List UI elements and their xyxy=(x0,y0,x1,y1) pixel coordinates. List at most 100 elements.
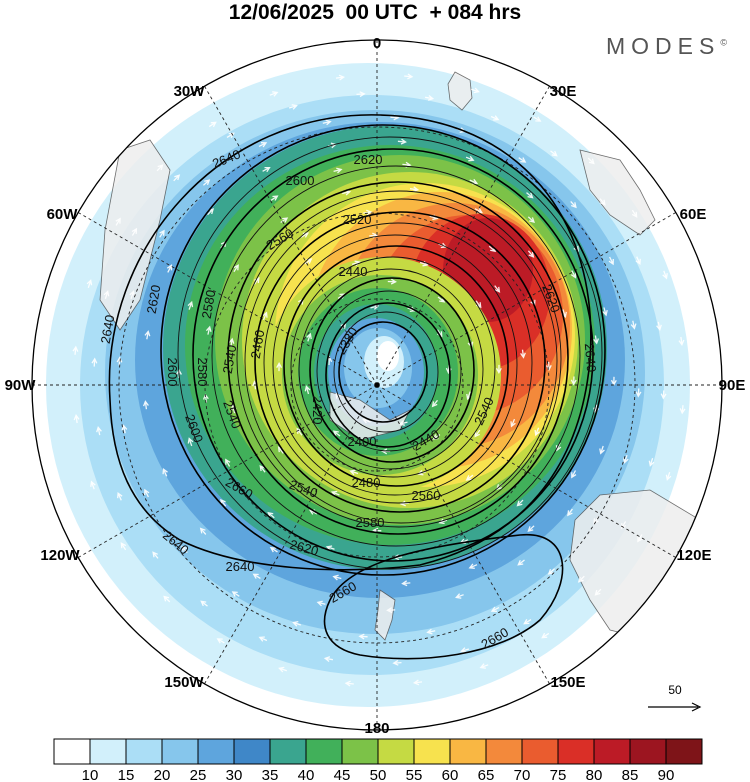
wind-arrow xyxy=(567,508,573,517)
contour-label: 2620 xyxy=(144,284,164,315)
wind-arrow xyxy=(479,663,489,669)
wind-arrow xyxy=(152,551,159,559)
wind-arrow xyxy=(399,500,409,507)
wind-arrow xyxy=(159,229,165,238)
wind-arrow xyxy=(116,356,123,366)
lon-label-30w: 30W xyxy=(174,83,206,100)
wind-arrow xyxy=(424,94,435,101)
wind-arrow xyxy=(330,490,340,497)
contour-label: 2560 xyxy=(412,488,441,503)
wind-arrow xyxy=(156,164,164,172)
pole-marker xyxy=(374,382,380,388)
wind-arrow xyxy=(520,349,526,359)
wind-arrow xyxy=(332,430,341,437)
contour-label: 2580 xyxy=(356,515,385,530)
wind-arrow xyxy=(115,217,121,226)
colorbar: 10 15 20 25 30 35 40 45 50 55 60 65 70 75 80 85 90 xyxy=(53,738,703,782)
wind-arrow xyxy=(490,606,500,612)
wind-arrow xyxy=(233,264,239,273)
wind-arrow xyxy=(460,647,470,653)
wind-arrow xyxy=(363,209,373,216)
contour-label: 2580 xyxy=(199,289,219,320)
map-title: 12/06/2025 00 UTC + 084 hrs xyxy=(228,1,522,24)
colorbar-tick-label: 45 xyxy=(334,767,351,782)
wind-arrow xyxy=(392,659,402,666)
wind-arrow xyxy=(468,563,478,569)
contour-label: 2580 xyxy=(195,358,210,387)
wind-arrow xyxy=(631,209,638,218)
wind-arrow xyxy=(593,516,599,525)
wind-arrow xyxy=(252,573,261,579)
contour-ring xyxy=(177,136,603,570)
contour-ring xyxy=(236,190,562,528)
contour-label: 2640 xyxy=(98,314,118,345)
wind-arrow xyxy=(117,491,123,501)
colorbar-tick-label: 25 xyxy=(190,767,207,782)
colorbar-tick-label: 35 xyxy=(262,767,279,782)
contour-ring xyxy=(244,198,558,524)
wind-arrow xyxy=(648,458,655,467)
wind-arrow xyxy=(517,559,525,566)
wind-arrow xyxy=(570,200,577,209)
wind-arrow xyxy=(258,142,268,148)
wind-arrow xyxy=(262,166,271,173)
wind-arrow xyxy=(349,469,359,476)
colorbar-swatch xyxy=(161,738,199,765)
colorbar-swatch xyxy=(449,738,487,765)
colorbar-tick-label: 15 xyxy=(118,767,135,782)
wind-arrow xyxy=(344,680,354,687)
longitude-labels: 0 30E 60E 90E 120E 150E 180 150W 120W 90… xyxy=(5,35,746,737)
wind-arrow xyxy=(225,458,231,467)
wind-arrow xyxy=(662,270,668,280)
reference-vector: 50 xyxy=(648,683,702,712)
wind-arrow xyxy=(465,474,474,481)
wind-arrow xyxy=(121,424,128,434)
latitude-circle xyxy=(204,212,550,558)
wind-arrow xyxy=(73,413,80,424)
wind-arrow xyxy=(228,337,235,347)
colorbar-swatch xyxy=(125,738,163,765)
wind-arrow xyxy=(187,437,194,447)
wind-arrow xyxy=(187,300,194,310)
lon-label-180: 180 xyxy=(364,720,389,737)
wind-arrow xyxy=(258,636,268,642)
lon-label-150w: 150W xyxy=(164,674,204,691)
lon-label-150e: 150E xyxy=(550,674,585,691)
contour-label: 2400 xyxy=(348,434,377,449)
wind-arrow xyxy=(335,74,346,81)
lon-label-0: 0 xyxy=(373,35,381,52)
lon-label-120w: 120W xyxy=(40,547,80,564)
wind-arrow xyxy=(516,499,524,507)
wind-arrow xyxy=(267,511,275,519)
wind-arrow xyxy=(269,91,279,97)
wind-arrow xyxy=(426,628,436,635)
contour-ring xyxy=(211,165,581,547)
brand-mark: © xyxy=(720,37,727,48)
colorbar-swatch xyxy=(557,738,595,765)
wind-arrow xyxy=(397,138,407,145)
colorbar-tick-label: 10 xyxy=(82,767,99,782)
contour-2660 xyxy=(323,533,564,660)
wind-arrow xyxy=(412,679,423,686)
wind-arrow xyxy=(322,119,332,126)
contour-label: 2640 xyxy=(582,343,599,373)
landmass-south-africa xyxy=(447,71,473,111)
colorbar-tick-label: 50 xyxy=(370,767,387,782)
wind-arrow xyxy=(470,87,480,94)
contour-2560 xyxy=(227,181,569,535)
wind-arrow xyxy=(438,518,448,525)
reference-arrowhead xyxy=(691,702,702,712)
wind-arrow xyxy=(278,666,288,673)
lon-label-90e: 90E xyxy=(719,377,746,394)
colorbar-swatch xyxy=(629,738,667,765)
wind-arrow xyxy=(72,345,79,355)
wind-arrow xyxy=(622,454,629,464)
contour-2380 xyxy=(338,321,428,423)
colorbar-tick-label: 75 xyxy=(550,767,567,782)
contour-ring xyxy=(263,222,533,504)
wind-arrow xyxy=(527,216,535,224)
colorbar-swatch xyxy=(521,738,559,765)
colorbar-swatch xyxy=(593,738,631,765)
wind-arrow xyxy=(455,593,464,599)
